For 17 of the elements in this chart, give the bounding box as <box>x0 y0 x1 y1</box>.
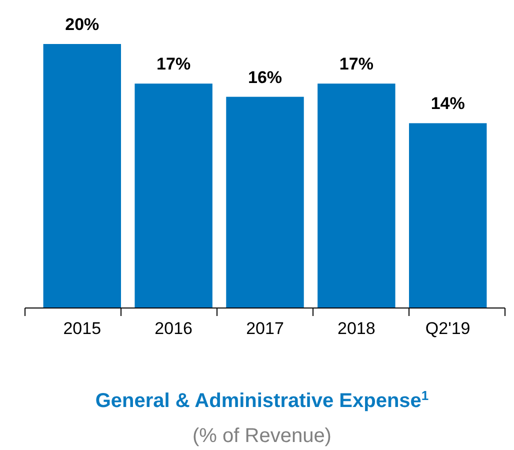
x-tick-label: Q2'19 <box>425 319 470 338</box>
text: General & Administrative Expense$^{1}$ <box>95 388 429 412</box>
x-tick-label: 2015 <box>63 319 102 338</box>
bar <box>318 84 396 308</box>
x-tick-label: 2017 <box>246 319 284 338</box>
data-label: 16% <box>248 68 282 87</box>
data-label: 14% <box>430 94 465 114</box>
data-label: 17% <box>156 54 191 74</box>
bar <box>226 96 304 308</box>
x-tick-label: 2018 <box>338 319 376 338</box>
x-tick-label: 2016 <box>154 319 192 338</box>
bar <box>43 44 121 308</box>
data-label: 20% <box>65 15 100 34</box>
bar <box>409 123 487 308</box>
text: (% of Revenue) <box>192 425 332 447</box>
data-label: 17% <box>339 54 374 74</box>
bar <box>134 84 212 308</box>
